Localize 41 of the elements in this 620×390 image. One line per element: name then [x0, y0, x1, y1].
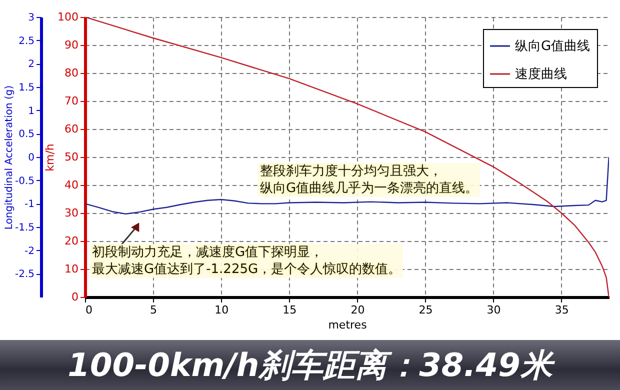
y-tick-label: 1: [28, 106, 34, 117]
y2-tick-label: 60: [64, 122, 78, 136]
x-tick-label: 20: [350, 304, 365, 316]
annotation: 整段刹车力度十分均匀且强大，纵向G值曲线几乎为一条漂亮的直线。: [258, 163, 480, 197]
x-axis-title: metres: [328, 318, 368, 332]
line-series: [85, 156, 609, 215]
y-tick-label: -1.5: [14, 222, 34, 234]
annotation: 初段制动力充足，减速度G值下探明显，最大减速G值达到了-1.225G，是个令人惊叹的数值。: [90, 244, 404, 278]
x-tick-label: 25: [418, 304, 433, 316]
y2-tick-label: 20: [64, 234, 78, 248]
y-axis-title: Longitudinal Acceleration (g): [4, 85, 15, 230]
y2-tick-label: 90: [64, 38, 78, 52]
x-tick-label: 15: [282, 304, 297, 316]
x-tick-label: 30: [486, 304, 501, 316]
y-tick-label: 0: [28, 152, 34, 164]
y2-tick-label: 100: [58, 10, 78, 24]
x-tick-label: 0: [86, 304, 92, 316]
y-tick-label: -2.5: [14, 269, 34, 280]
y2-axis-title: km/h: [44, 144, 57, 172]
y-tick-label: -0.5: [14, 176, 34, 187]
text: 100-0km/h刹车距离：38.49米: [0, 340, 620, 390]
y-tick-label: 1.5: [18, 82, 34, 94]
y-tick-label: -1: [24, 199, 34, 210]
y2-tick-label: 40: [64, 178, 78, 192]
y-tick-label: -2: [24, 246, 34, 257]
line-series: [85, 17, 609, 297]
y2-tick-label: 30: [64, 206, 78, 220]
y2-tick-label: 80: [64, 66, 78, 80]
legend-label: 纵向G值曲线: [515, 39, 590, 54]
y2-tick-label: 10: [64, 262, 78, 276]
y2-tick-label: 70: [64, 94, 78, 108]
x-tick-label: 5: [150, 304, 158, 316]
x-tick-label: 35: [554, 304, 569, 316]
x-tick-label: 10: [214, 304, 229, 316]
y-tick-label: 2: [28, 59, 34, 70]
y-tick-label: 3: [28, 12, 34, 24]
y-tick-label: 2.5: [18, 36, 34, 47]
y2-tick-label: 0: [72, 290, 78, 304]
y2-tick-label: 50: [64, 150, 78, 164]
y-tick-label: 0.5: [18, 129, 34, 140]
legend-label: 速度曲线: [515, 66, 567, 82]
